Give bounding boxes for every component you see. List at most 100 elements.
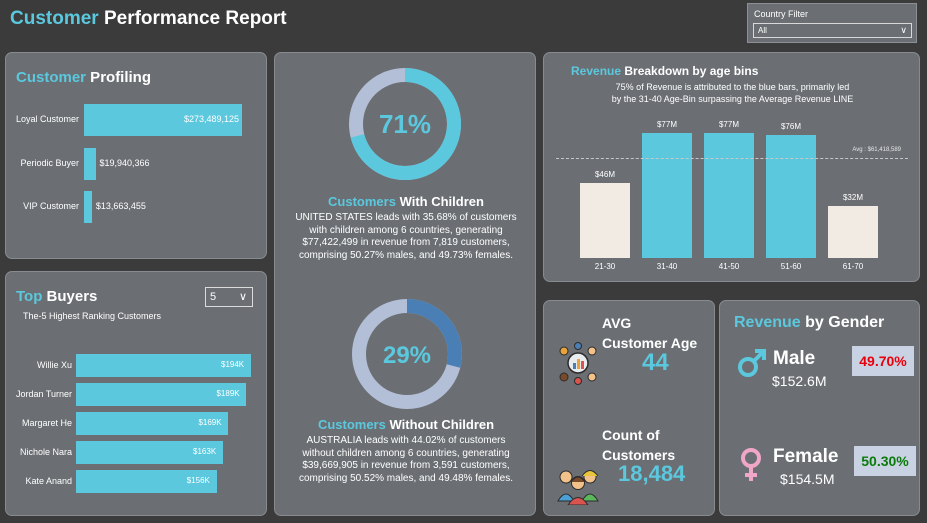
buyer-bar-value: $194K bbox=[221, 359, 245, 369]
page-title-rest: Performance Report bbox=[98, 8, 287, 29]
revenue-age-title-rest: Breakdown by age bins bbox=[621, 64, 759, 78]
buyer-bar-label: Kate Anand bbox=[25, 475, 72, 486]
profiling-bar-label: Periodic Buyer bbox=[20, 157, 79, 168]
buyer-bar-label: Nichole Nara bbox=[19, 446, 72, 457]
male-percent-badge: 49.70% bbox=[852, 346, 914, 376]
profiling-bar-value: $19,940,366 bbox=[99, 157, 150, 168]
analytics-team-icon bbox=[559, 342, 597, 385]
count-customers-label-line1: Count of bbox=[602, 427, 660, 443]
revenue-gender-card: Revenue by Gender Male $152.6M 49.70% Fe… bbox=[719, 300, 920, 516]
without-children-percent: 29% bbox=[383, 342, 431, 369]
revenue-age-subtitle-line2: by the 31-40 Age-Bin surpassing the Aver… bbox=[611, 94, 854, 104]
count-customers-value: 18,484 bbox=[618, 461, 686, 486]
female-revenue: $154.5M bbox=[780, 471, 835, 487]
profiling-bar-value: $13,663,455 bbox=[95, 201, 146, 211]
age-bin-label: 61-70 bbox=[842, 262, 864, 271]
buyer-bar-label: Jordan Turner bbox=[15, 388, 72, 399]
age-bar-value: $76M bbox=[780, 121, 801, 131]
profiling-bar-value: $273,489,125 bbox=[184, 114, 240, 124]
age-bar-value: $77M bbox=[656, 119, 677, 129]
customer-profiling-title-rest: Profiling bbox=[86, 69, 152, 86]
profiling-bar bbox=[84, 191, 92, 223]
age-bar-value: $46M bbox=[594, 170, 615, 180]
customers-group-icon bbox=[557, 470, 599, 505]
with-children-label-accent: Customers bbox=[328, 194, 396, 209]
revenue-age-subtitle-line1: 75% of Revenue is attributed to the blue… bbox=[615, 82, 850, 92]
avg-age-label-line1: AVG bbox=[602, 315, 632, 331]
chevron-down-icon: ∨ bbox=[900, 25, 907, 35]
male-symbol-icon bbox=[738, 349, 766, 377]
age-bar bbox=[642, 132, 692, 258]
male-revenue: $152.6M bbox=[772, 373, 827, 389]
customer-profiling-card: Customer Profiling Loyal Customer $273,48… bbox=[5, 52, 267, 259]
without-children-description: AUSTRALIA leads with 44.02% of customers… bbox=[298, 435, 513, 484]
buyer-bar bbox=[76, 470, 217, 493]
age-bin-label: 51-60 bbox=[780, 262, 802, 271]
average-revenue-line bbox=[556, 158, 908, 160]
average-revenue-label: Avg : $61,418,589 bbox=[852, 147, 901, 154]
age-bar bbox=[704, 132, 754, 258]
count-customers-label-line2: Customers bbox=[602, 447, 676, 463]
avg-age-label-line2: Customer Age bbox=[602, 335, 698, 351]
with-children-donut: 71% bbox=[349, 68, 461, 180]
age-bar bbox=[828, 206, 878, 258]
female-symbol-icon bbox=[741, 448, 761, 481]
female-percent: 50.30% bbox=[861, 453, 909, 469]
avg-age-label: AVG Customer Age bbox=[602, 313, 697, 353]
buyer-bar-label: Margaret He bbox=[21, 417, 72, 428]
top-n-value: 5 bbox=[210, 291, 217, 303]
with-children-percent: 71% bbox=[379, 109, 431, 139]
country-filter-label: Country Filter bbox=[754, 9, 809, 19]
without-children-donut-fill bbox=[352, 299, 462, 409]
without-children-label: Customers Without Children bbox=[275, 417, 537, 432]
top-buyers-subtitle: The-5 Highest Ranking Customers bbox=[23, 311, 162, 321]
buyer-bar-value: $163K bbox=[193, 446, 217, 456]
profiling-bar-label: VIP Customer bbox=[23, 201, 79, 211]
top-buyers-title-accent: Top bbox=[16, 288, 43, 305]
top-n-dropdown[interactable]: 5 ∨ bbox=[205, 287, 253, 307]
with-children-label: Customers With Children bbox=[275, 194, 537, 209]
top-buyers-title: Top Buyers bbox=[16, 288, 97, 305]
buyer-bar-label: Willie Xu bbox=[36, 359, 72, 370]
customer-stats-card: AVG Customer Age 44 Count of Customers 1… bbox=[543, 300, 715, 516]
age-bar bbox=[580, 183, 630, 258]
buyer-bar-value: $156K bbox=[186, 475, 210, 485]
buyer-bar-value: $169K bbox=[198, 417, 222, 427]
male-label: Male bbox=[773, 348, 816, 369]
children-card: 71% Customers With Children UNITED STATE… bbox=[274, 52, 536, 516]
page-title-accent: Customer bbox=[10, 8, 99, 29]
buyer-bar bbox=[76, 383, 247, 406]
female-label: Female bbox=[773, 446, 839, 467]
page-title: Customer Performance Report bbox=[10, 8, 287, 30]
buyer-bar bbox=[76, 354, 251, 377]
customer-profiling-title-accent: Customer bbox=[16, 69, 87, 86]
revenue-gender-title-accent: Revenue bbox=[734, 314, 801, 331]
with-children-description: UNITED STATES leads with 35.68% of custo… bbox=[295, 212, 517, 261]
buyer-bar-value: $189K bbox=[216, 388, 240, 398]
buyer-bar bbox=[76, 441, 224, 464]
profiling-bar bbox=[84, 104, 242, 136]
with-children-donut-fill bbox=[349, 68, 461, 180]
age-bin-label: 31-40 bbox=[656, 262, 678, 271]
country-filter-value: All bbox=[758, 26, 767, 35]
customer-profiling-title: Customer Profiling bbox=[16, 69, 151, 86]
revenue-gender-title-rest: by Gender bbox=[800, 314, 885, 331]
top-buyers-card: Top Buyers The-5 Highest Ranking Custome… bbox=[5, 271, 267, 516]
chevron-down-icon: ∨ bbox=[238, 291, 247, 303]
count-customers-label: Count of Customers bbox=[602, 425, 675, 465]
age-bin-label: 41-50 bbox=[718, 262, 740, 271]
profiling-bar bbox=[84, 147, 96, 180]
revenue-age-card: Revenue Breakdown by age bins 75% of Rev… bbox=[543, 52, 920, 282]
country-filter-select[interactable]: All ∨ bbox=[753, 23, 912, 38]
without-children-label-accent: Customers bbox=[317, 417, 386, 432]
age-bar-value: $32M bbox=[842, 193, 863, 202]
age-bin-label: 21-30 bbox=[594, 262, 616, 271]
male-percent: 49.70% bbox=[859, 353, 907, 369]
with-children-label-rest: With Children bbox=[395, 194, 484, 209]
buyer-bar bbox=[76, 412, 229, 435]
country-filter: Country Filter All ∨ bbox=[747, 3, 917, 43]
profiling-bar-label: Loyal Customer bbox=[15, 114, 79, 124]
revenue-age-title: Revenue Breakdown by age bins bbox=[571, 64, 758, 78]
age-bar bbox=[766, 134, 816, 258]
age-bar-value: $77M bbox=[718, 119, 739, 129]
